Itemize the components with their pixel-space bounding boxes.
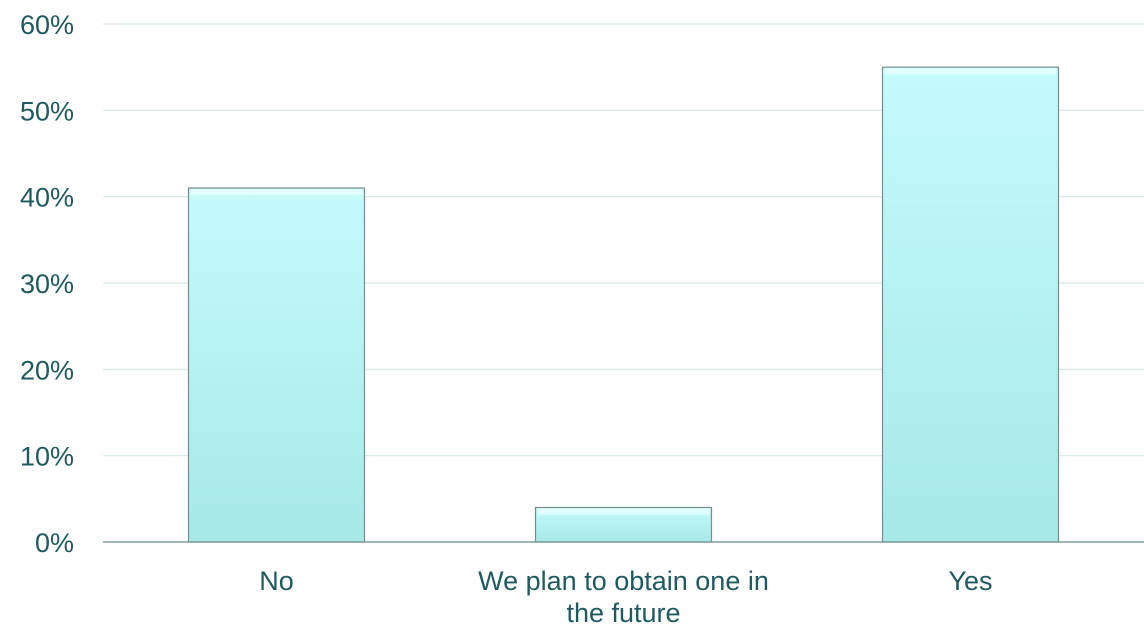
x-category-label-line: Yes bbox=[948, 566, 992, 596]
y-tick-label: 60% bbox=[20, 10, 74, 40]
bar bbox=[881, 66, 1060, 543]
bar-highlight bbox=[190, 189, 363, 196]
bar-highlight bbox=[537, 508, 710, 515]
y-tick-label: 20% bbox=[20, 355, 74, 385]
bar-highlight bbox=[884, 68, 1057, 75]
x-category-label: Yes bbox=[948, 566, 992, 596]
bar bbox=[187, 187, 366, 543]
y-tick-label: 30% bbox=[20, 269, 74, 299]
x-axis-category-labels: No We plan to obtain one in the future Yes bbox=[259, 566, 992, 628]
y-tick-label: 40% bbox=[20, 183, 74, 213]
x-category-label-line: the future bbox=[566, 598, 680, 628]
y-axis-tick-labels: 0% 10% 20% 30% 40% 50% 60% bbox=[20, 10, 74, 558]
y-tick-label: 50% bbox=[20, 96, 74, 126]
y-tick-label: 0% bbox=[35, 528, 74, 558]
x-category-label-line: No bbox=[259, 566, 294, 596]
bars bbox=[187, 66, 1060, 543]
x-category-label-line: We plan to obtain one in bbox=[478, 566, 769, 596]
x-category-label: We plan to obtain one in the future bbox=[478, 566, 769, 628]
x-category-label: No bbox=[259, 566, 294, 596]
y-tick-label: 10% bbox=[20, 442, 74, 472]
